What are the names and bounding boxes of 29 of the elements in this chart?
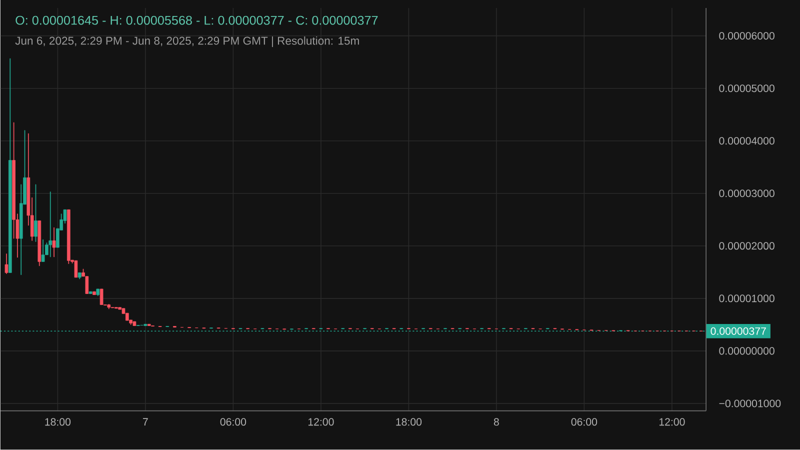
candlestick [48, 192, 52, 258]
x-tick-label: 12:00 [308, 418, 334, 426]
x-tick-label: 12:00 [659, 418, 685, 426]
y-tick-label: 0.00001000 [719, 294, 774, 302]
x-tick-label: 06:00 [571, 418, 598, 426]
x-tick-label: 8 [494, 418, 499, 426]
candlestick [74, 260, 78, 278]
y-tick-label: 0.00000000 [719, 347, 774, 355]
ref-line-label: 0.00000377 [710, 327, 766, 336]
x-tick-label: 7 [143, 418, 148, 426]
y-tick-label: 0.00005000 [719, 84, 774, 92]
x-tick-label: 18:00 [396, 418, 422, 426]
y-tick-label: 0.00004000 [719, 137, 774, 145]
candlestick [132, 321, 136, 326]
candlestick [34, 184, 38, 242]
chart-title: O: 0.00001645 - H: 0.00005568 - L: 0.00000377 - C: 0.00000377 [16, 16, 378, 25]
y-tick-label: 0.00003000 [719, 190, 774, 198]
text: Jun 6, 2025, 2:29 PM - Jun 8, 2025, 2:29 PM GMT | Resolution: 15m [15, 36, 359, 48]
candlestick [8, 58, 12, 273]
candlestick [41, 240, 45, 262]
candlestick [118, 307, 122, 310]
candlestick [4, 254, 8, 274]
y-tick-label: −0.00001000 [719, 400, 781, 408]
candlestick [52, 227, 56, 258]
y-tick-label: 0.00006000 [719, 32, 774, 40]
y-tick-label: 0.00002000 [719, 242, 774, 250]
x-tick-label: 18:00 [45, 418, 71, 426]
x-tick-label: 06:00 [220, 418, 246, 426]
candlestick [96, 288, 100, 296]
